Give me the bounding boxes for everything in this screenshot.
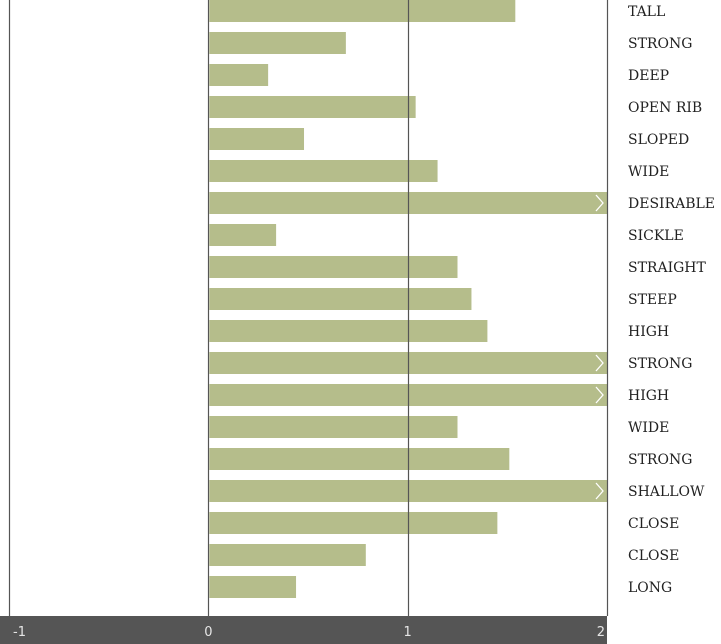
bar-close	[209, 544, 366, 566]
bar-high	[209, 320, 488, 342]
bar-strong	[209, 448, 510, 470]
trait-labels: TALL STRONG DEEP OPEN RIB SLOPED WIDE DESIRABL…	[628, 4, 715, 596]
trait-label: HIGH	[628, 324, 669, 340]
trait-label: STRONG	[628, 36, 692, 52]
overflow-chevron-icon	[595, 354, 604, 372]
bar-sickle	[209, 224, 277, 246]
x-tick-label: 2	[597, 625, 605, 640]
bar-strong	[209, 32, 346, 54]
bar-straight	[209, 256, 458, 278]
overflow-chevron-icon	[595, 194, 604, 212]
trait-label: CLOSE	[628, 548, 679, 564]
bar-long	[209, 576, 297, 598]
trait-label: STRONG	[628, 356, 692, 372]
bar-tall	[209, 0, 516, 22]
trait-label: DEEP	[628, 68, 669, 84]
bar-open-rib	[209, 96, 416, 118]
trait-label: OPEN RIB	[628, 100, 702, 116]
x-axis-band	[0, 616, 607, 644]
overflow-chevron-icon	[595, 482, 604, 500]
bar-wide	[209, 416, 458, 438]
trait-label: SICKLE	[628, 228, 684, 244]
trait-label: STRONG	[628, 452, 692, 468]
x-tick-label: -1	[13, 625, 26, 640]
x-tick-label: 1	[404, 625, 412, 640]
bar-sloped	[209, 128, 305, 150]
trait-label: HIGH	[628, 388, 669, 404]
trait-label: WIDE	[628, 420, 669, 436]
trait-label: STEEP	[628, 292, 677, 308]
trait-label: DESIRABLE	[628, 196, 715, 212]
bar-close	[209, 512, 498, 534]
bar-wide	[209, 160, 438, 182]
bar-deep	[209, 64, 269, 86]
trait-label: STRAIGHT	[628, 260, 707, 276]
x-tick-label: 0	[204, 625, 212, 640]
trait-label: CLOSE	[628, 516, 679, 532]
x-axis: -1 0 1 2	[0, 616, 607, 644]
trait-label: WIDE	[628, 164, 669, 180]
trait-label: TALL	[628, 4, 665, 20]
trait-label: SLOPED	[628, 132, 689, 148]
bar-steep	[209, 288, 472, 310]
trait-label: SHALLOW	[628, 484, 705, 500]
overflow-chevron-icon	[595, 386, 604, 404]
trait-label: LONG	[628, 580, 672, 596]
